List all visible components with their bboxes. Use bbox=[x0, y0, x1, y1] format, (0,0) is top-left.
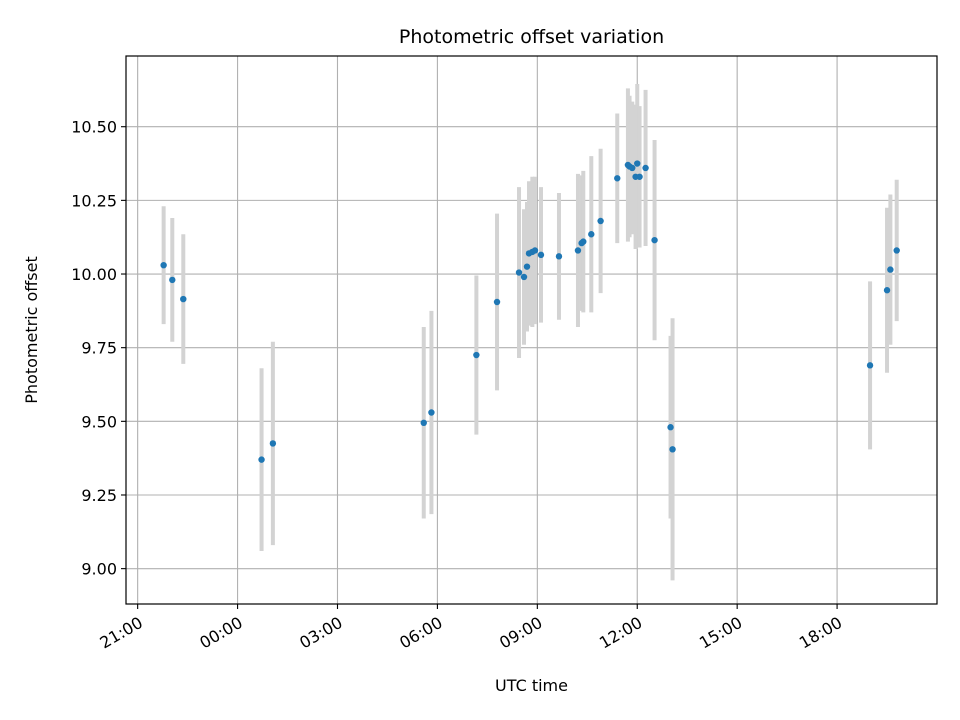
y-tick-label: 10.25 bbox=[71, 191, 117, 210]
y-axis-title: Photometric offset bbox=[22, 256, 41, 404]
data-point bbox=[169, 276, 176, 284]
y-tick-label: 9.00 bbox=[81, 560, 117, 579]
y-tick-label: 10.00 bbox=[71, 265, 117, 284]
data-point bbox=[473, 351, 480, 359]
data-point bbox=[642, 164, 649, 172]
data-point bbox=[520, 273, 528, 281]
y-tick-label: 10.50 bbox=[71, 118, 117, 137]
y-tick-label: 9.50 bbox=[81, 412, 117, 431]
data-point bbox=[574, 247, 582, 254]
y-tick-label: 9.75 bbox=[81, 339, 117, 358]
data-point bbox=[887, 266, 894, 273]
data-point bbox=[555, 253, 563, 260]
y-tick-label: 9.25 bbox=[81, 486, 117, 505]
data-point bbox=[893, 247, 900, 254]
data-points bbox=[160, 160, 900, 463]
data-point bbox=[669, 446, 676, 453]
chart-title: Photometric offset variation bbox=[399, 26, 664, 48]
data-point bbox=[580, 238, 587, 245]
data-point bbox=[523, 263, 531, 270]
data-point bbox=[597, 217, 604, 225]
data-point bbox=[428, 409, 435, 416]
data-point bbox=[258, 456, 265, 463]
plot-frame bbox=[125, 55, 938, 605]
data-point bbox=[420, 419, 427, 427]
data-point bbox=[180, 295, 187, 303]
data-point bbox=[588, 231, 595, 238]
data-point bbox=[866, 362, 874, 369]
data-point bbox=[629, 164, 636, 172]
data-point bbox=[651, 236, 658, 244]
x-axis-title: UTC time bbox=[495, 676, 568, 695]
data-point bbox=[614, 175, 621, 182]
data-point bbox=[636, 173, 643, 180]
data-point bbox=[634, 160, 641, 167]
data-point bbox=[667, 424, 674, 431]
data-point bbox=[269, 440, 277, 447]
data-point bbox=[883, 287, 891, 294]
data-point bbox=[531, 247, 539, 254]
data-point bbox=[515, 269, 523, 276]
data-point bbox=[493, 298, 501, 306]
data-point bbox=[537, 251, 545, 259]
data-point bbox=[160, 261, 167, 269]
